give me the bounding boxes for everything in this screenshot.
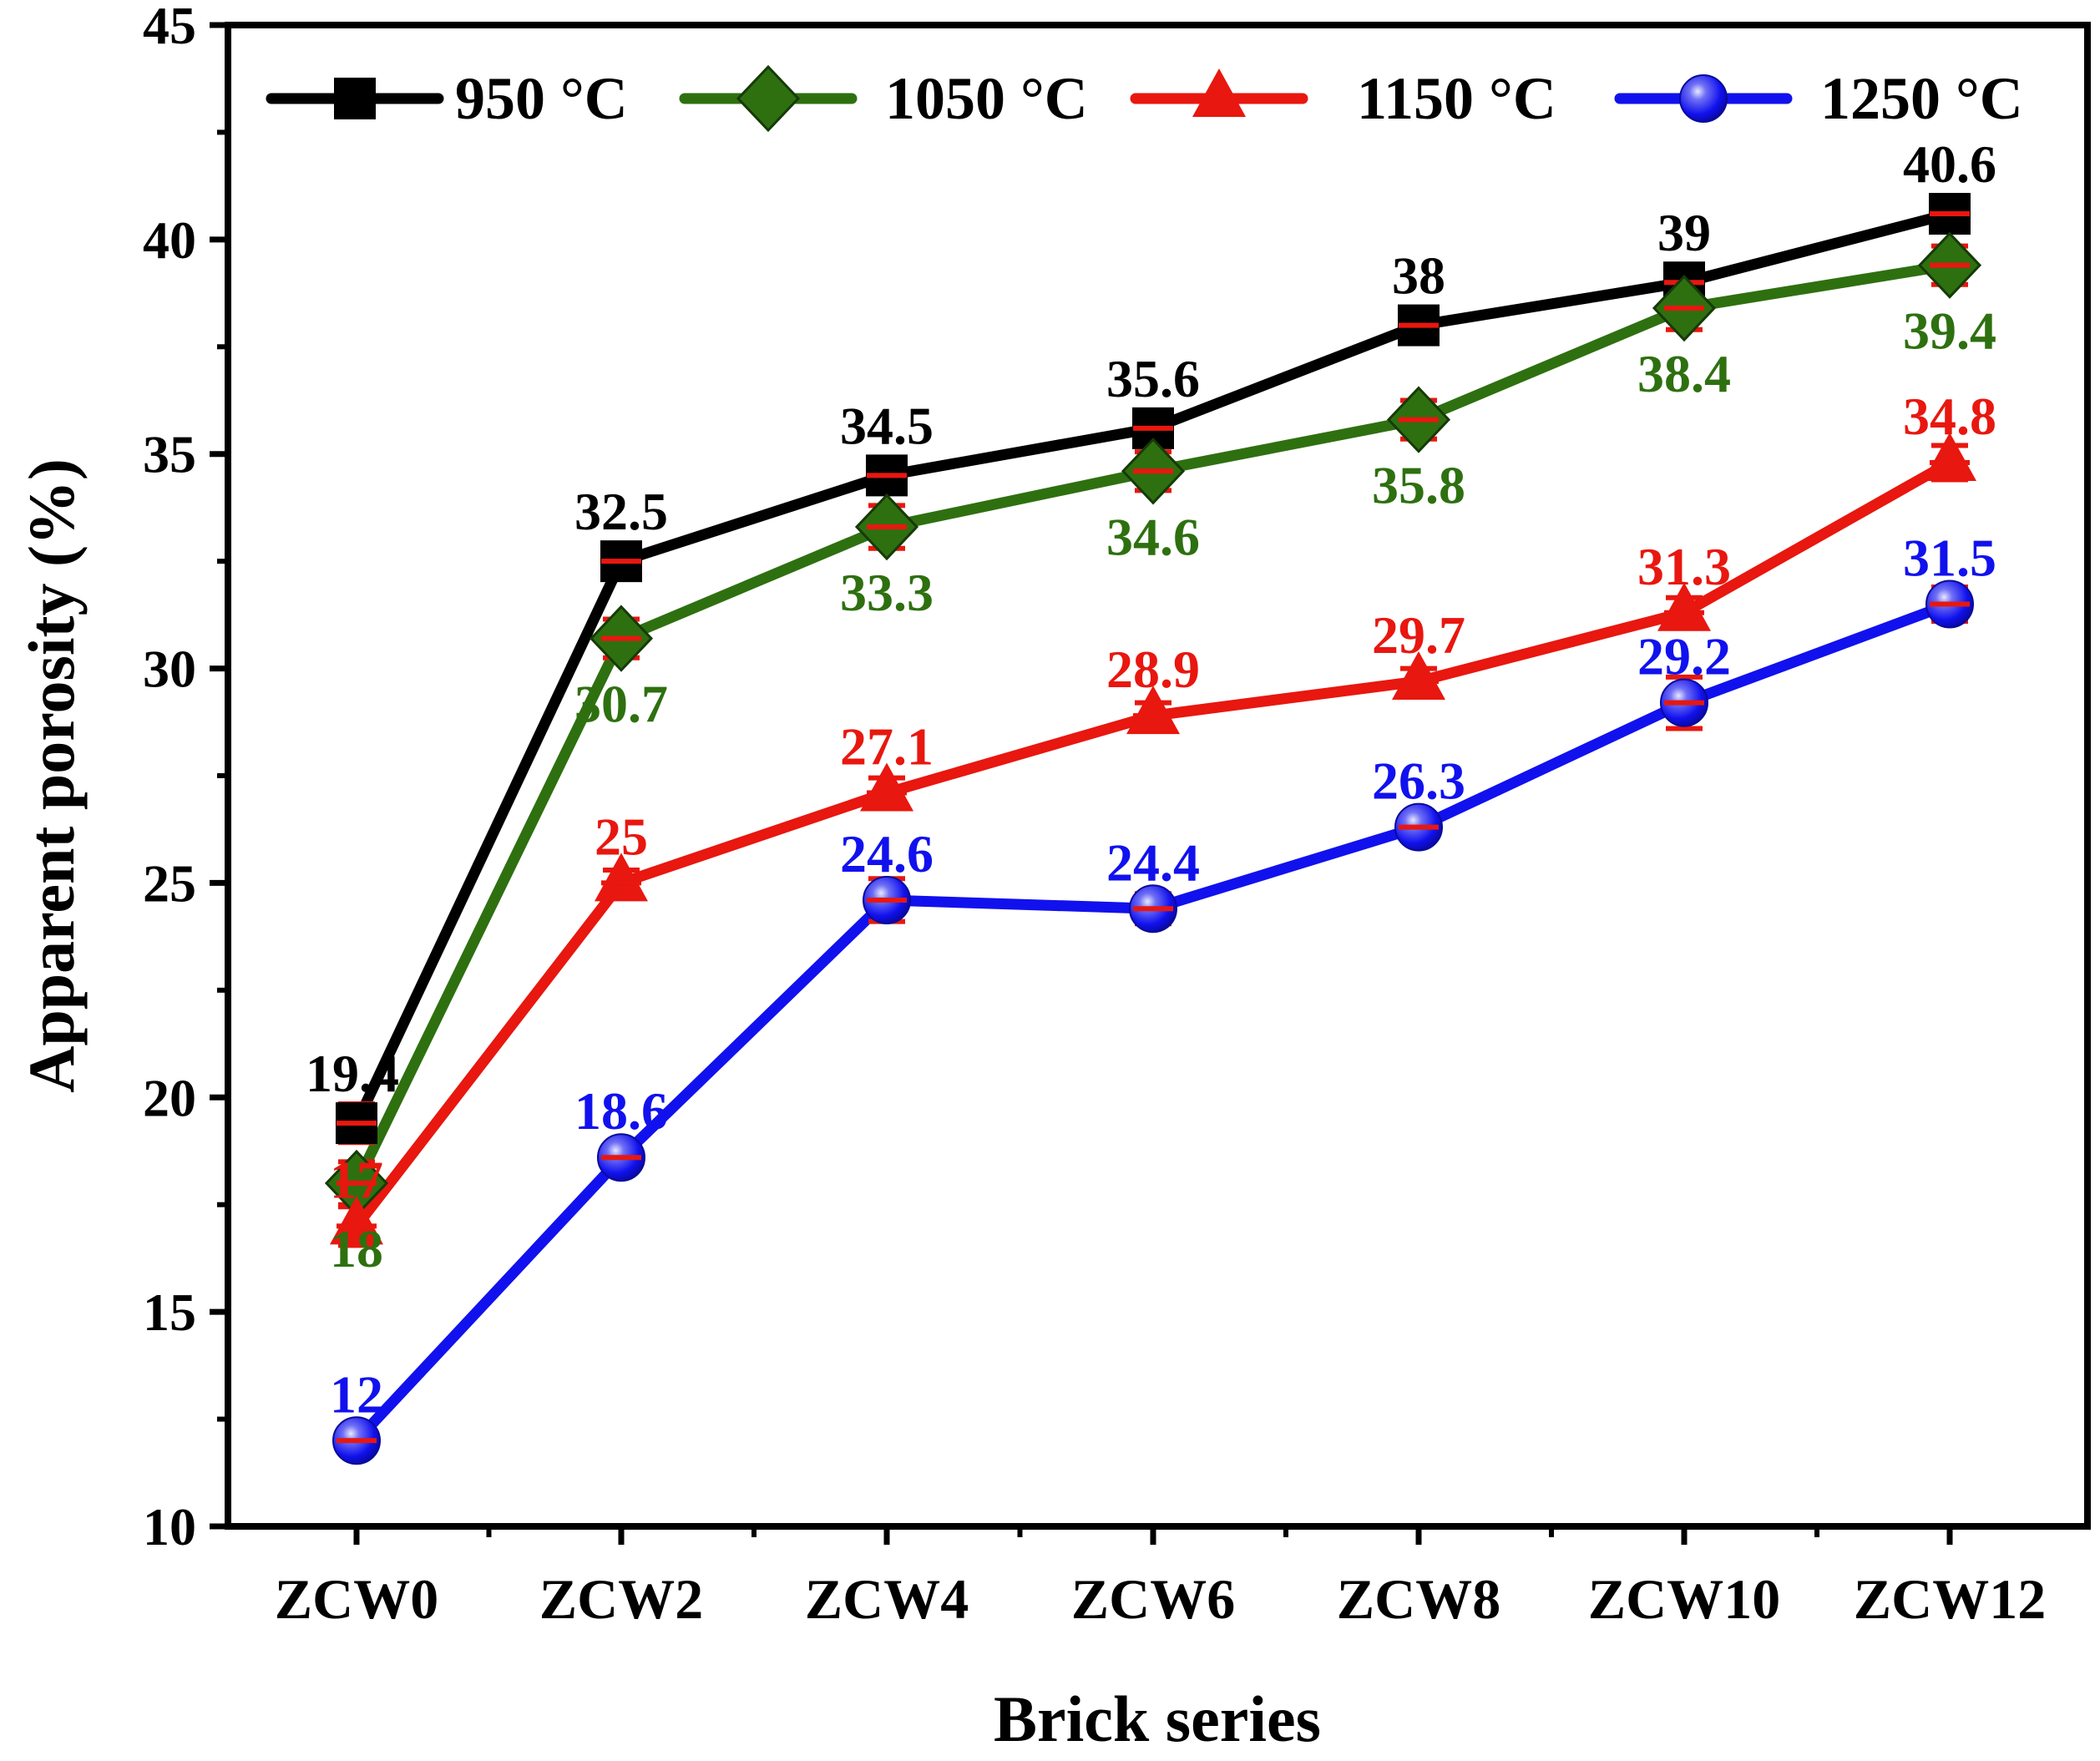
data-label: 29.7	[1372, 605, 1465, 665]
data-label: 28.9	[1106, 640, 1200, 699]
y-axis-title: Apparent porosity (%)	[15, 458, 88, 1093]
data-label: 26.3	[1372, 751, 1465, 811]
legend-item: 1050 °C	[679, 64, 1088, 133]
data-point	[330, 1196, 383, 1245]
legend-label: 1050 °C	[885, 65, 1088, 132]
data-label: 18.6	[574, 1081, 668, 1141]
data-label: 31.3	[1637, 537, 1731, 596]
data-label: 18	[330, 1219, 383, 1278]
y-tick-label: 45	[143, 0, 196, 55]
data-label: 27.1	[840, 717, 934, 777]
y-tick-label: 20	[143, 1068, 196, 1127]
data-label: 25	[595, 807, 648, 866]
y-tick-label: 10	[143, 1497, 196, 1556]
data-label: 35.6	[1106, 349, 1200, 408]
legend-item: 1250 °C	[1614, 65, 2023, 132]
data-label: 17	[330, 1150, 383, 1209]
legend-marker	[1192, 68, 1246, 117]
y-tick-label: 15	[143, 1283, 196, 1342]
y-tick-label: 25	[143, 853, 196, 913]
data-label: 34.6	[1106, 507, 1200, 566]
x-tick-label: ZCW6	[1071, 1567, 1235, 1631]
data-label: 31.5	[1903, 529, 1996, 588]
legend-label: 950 °C	[455, 65, 628, 132]
y-tick-label: 40	[143, 210, 196, 270]
legend-marker	[1679, 74, 1728, 123]
data-label: 30.7	[574, 675, 668, 734]
x-tick-label: ZCW2	[539, 1567, 703, 1631]
x-tick-label: ZCW4	[805, 1567, 969, 1631]
data-label: 19.4	[306, 1044, 399, 1103]
data-label: 38	[1392, 246, 1445, 306]
y-tick-label: 30	[143, 640, 196, 699]
data-label: 34.5	[840, 396, 934, 455]
data-point	[1657, 582, 1711, 631]
legend-label: 1250 °C	[1820, 65, 2023, 132]
data-label: 34.8	[1903, 387, 1996, 446]
data-point	[1126, 686, 1180, 735]
legend-item: 950 °C	[266, 65, 628, 132]
y-tick-label: 35	[143, 425, 196, 484]
data-label: 40.6	[1903, 134, 1996, 194]
legend-marker	[334, 78, 376, 119]
data-point	[860, 762, 913, 812]
x-tick-label: ZCW10	[1588, 1567, 1780, 1631]
legend-marker	[736, 64, 801, 133]
data-label: 33.3	[840, 563, 934, 622]
data-label: 39.4	[1903, 301, 1996, 361]
legend-label: 1150 °C	[1357, 65, 1556, 132]
data-label: 32.5	[574, 482, 668, 541]
data-label: 38.4	[1637, 344, 1731, 403]
data-label: 24.6	[840, 824, 934, 883]
data-point	[1923, 432, 1976, 481]
data-point	[595, 853, 648, 902]
x-tick-label: ZCW0	[275, 1567, 438, 1631]
data-label: 24.4	[1106, 832, 1200, 892]
data-label: 29.2	[1637, 627, 1731, 686]
data-point	[1392, 650, 1445, 700]
x-axis-title: Brick series	[994, 1683, 1321, 1755]
legend-item: 1150 °C	[1130, 65, 1556, 132]
data-label: 12	[330, 1364, 383, 1424]
x-tick-label: ZCW8	[1337, 1567, 1500, 1631]
data-label: 39	[1657, 203, 1711, 262]
data-label: 35.8	[1372, 456, 1465, 515]
x-tick-label: ZCW12	[1854, 1567, 2046, 1631]
